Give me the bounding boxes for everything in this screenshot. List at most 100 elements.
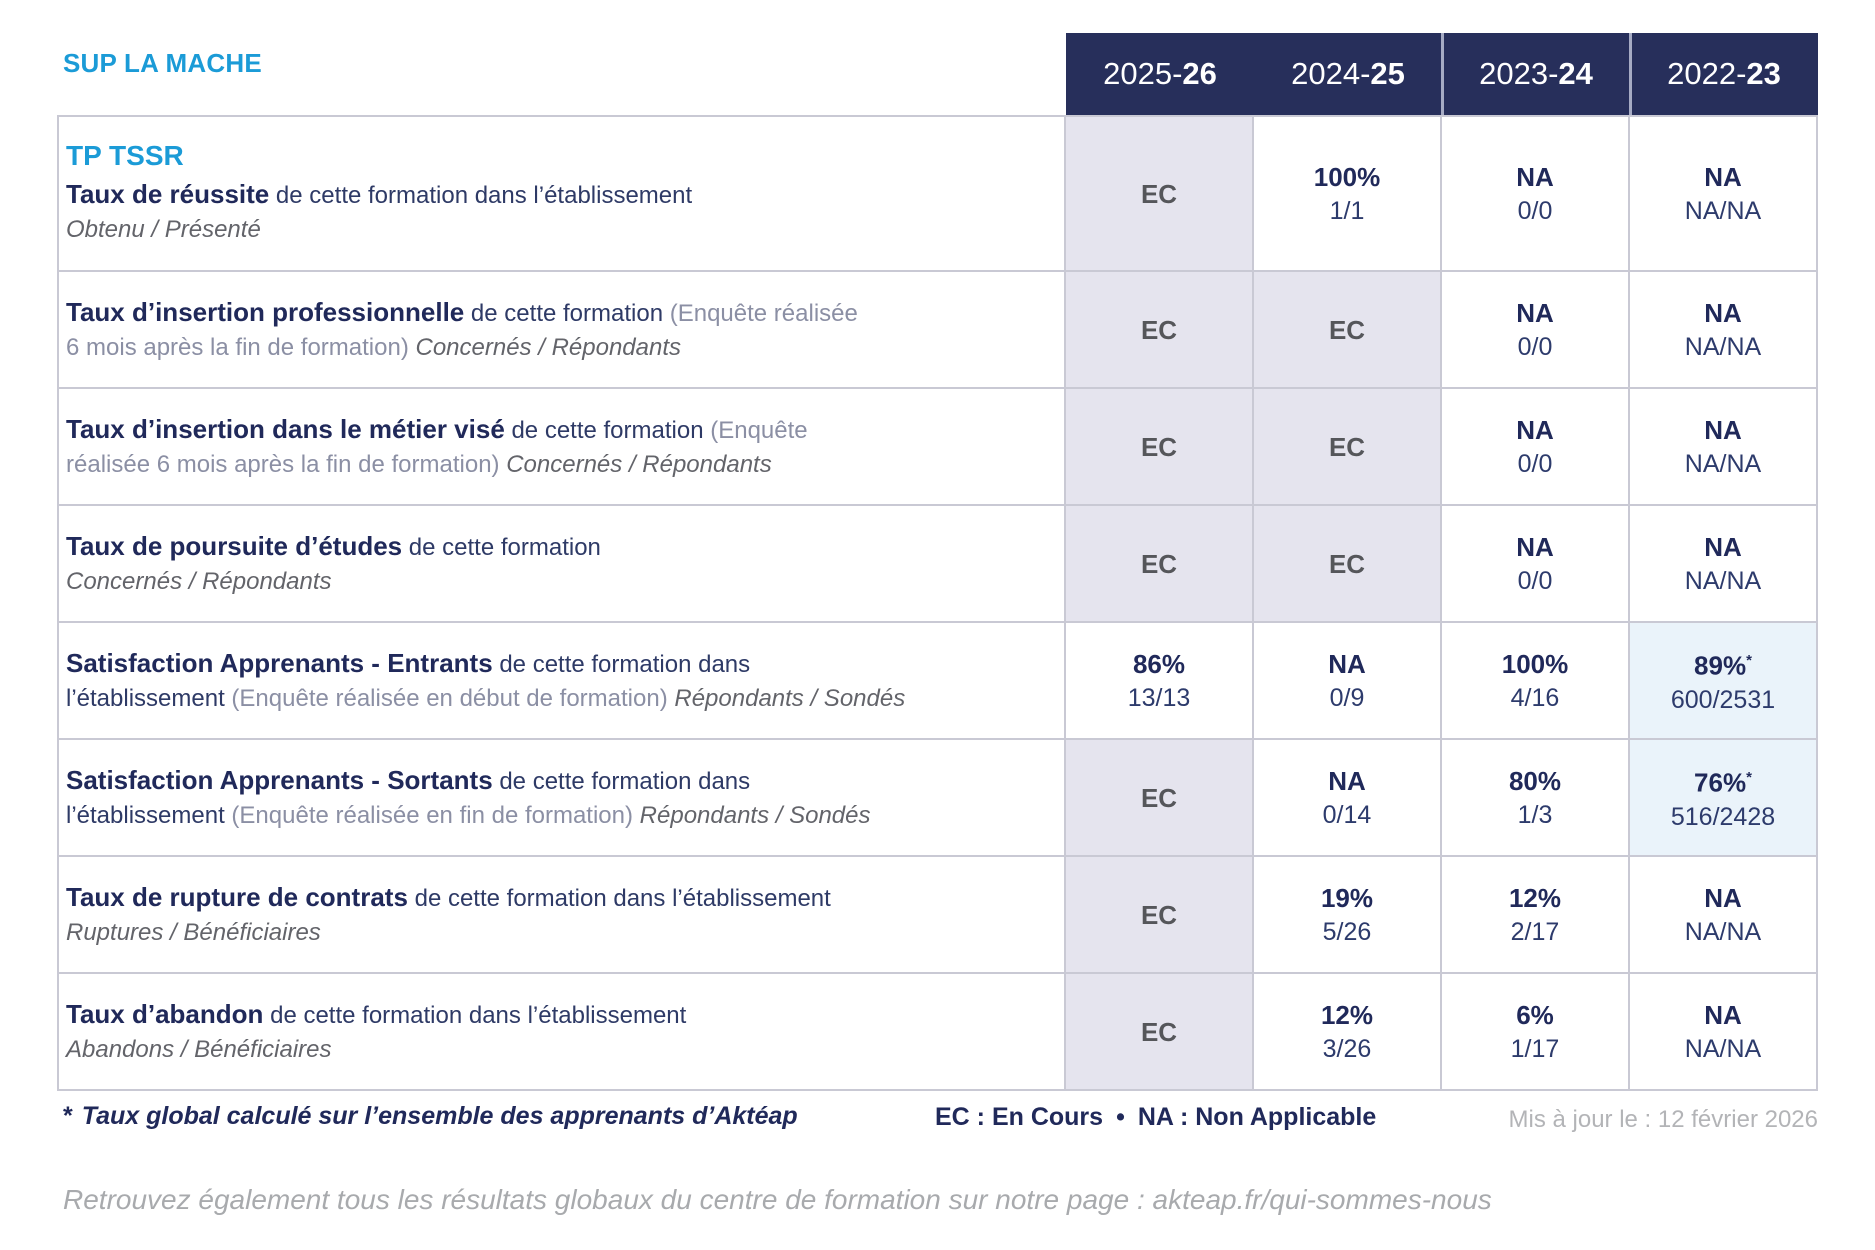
cell-satisfaction-sortants-2023-24: 80% 1/3: [1440, 738, 1628, 855]
cell-detail: 0/14: [1322, 800, 1372, 829]
footnote-text: Taux global calculé sur l’ensemble des a…: [81, 1102, 798, 1130]
cell-taux-poursuite-etudes-2022-23: NA NA/NA: [1628, 504, 1816, 621]
label-segment: Répondants / Sondés: [633, 801, 871, 829]
cell-value: EC: [1328, 431, 1366, 462]
year-column-2022-23: 2022- 23: [1630, 33, 1818, 115]
cell-satisfaction-entrants-2024-25: NA 0/9: [1252, 621, 1440, 738]
legend-na: NA : Non Applicable: [1137, 1103, 1377, 1131]
program-title: TP TSSR: [66, 140, 184, 171]
year-label-bold: 26: [1182, 56, 1217, 91]
year-label-bold: 24: [1558, 56, 1593, 91]
row-label-line: Obtenu / Présenté: [66, 213, 1004, 247]
cell-satisfaction-sortants-2022-23: 76%* 516/2428: [1628, 738, 1816, 855]
results-table: TP TSSR Taux de réussite de cette formati…: [57, 115, 1818, 1091]
cell-value: EC: [1140, 431, 1178, 462]
label-segment: (Enquête: [710, 416, 808, 444]
cell-value: NA: [1704, 161, 1742, 192]
cell-detail: NA/NA: [1684, 449, 1762, 478]
cell-detail: 0/0: [1517, 196, 1553, 225]
bottom-note: Retrouvez également tous les résultats g…: [63, 1184, 1492, 1216]
cell-value: NA: [1516, 414, 1554, 445]
cell-value: NA: [1516, 161, 1554, 192]
row-label-line: Taux de rupture de contrats de cette for…: [66, 880, 1004, 916]
cell-value: 100%: [1313, 161, 1381, 192]
cell-detail: NA/NA: [1684, 917, 1762, 946]
cell-taux-abandon-2025-26: EC: [1064, 972, 1252, 1089]
cell-taux-de-reussite-2023-24: NA 0/0: [1440, 117, 1628, 270]
row-label-satisfaction-sortants: Satisfaction Apprenants - Sortants de ce…: [59, 738, 1064, 855]
cell-taux-insertion-metier-vise-2022-23: NA NA/NA: [1628, 387, 1816, 504]
cell-value: NA: [1516, 531, 1554, 562]
cell-detail: 600/2531: [1670, 685, 1776, 714]
cell-value: 6%: [1516, 999, 1554, 1030]
row-label-taux-de-reussite: TP TSSR Taux de réussite de cette formati…: [59, 117, 1064, 270]
cell-taux-insertion-professionnelle-2022-23: NA NA/NA: [1628, 270, 1816, 387]
row-label-line: Taux d’abandon de cette formation dans l…: [66, 997, 1004, 1033]
website-link[interactable]: akteap.fr/qui-sommes-nous: [1152, 1184, 1492, 1215]
cell-value: EC: [1140, 314, 1178, 345]
cell-taux-rupture-contrats-2024-25: 19% 5/26: [1252, 855, 1440, 972]
cell-detail: 0/0: [1517, 566, 1553, 595]
label-segment: Concernés / Répondants: [499, 450, 772, 478]
year-label-bold: 23: [1746, 56, 1781, 91]
label-segment: de cette formation: [504, 416, 711, 444]
year-label: 2025-: [1103, 56, 1183, 91]
cell-taux-insertion-metier-vise-2024-25: EC: [1252, 387, 1440, 504]
cell-taux-rupture-contrats-2025-26: EC: [1064, 855, 1252, 972]
label-segment: de cette formation dans l’établissement: [269, 182, 693, 209]
cell-detail: NA/NA: [1684, 566, 1762, 595]
cell-detail: 0/9: [1329, 683, 1365, 712]
row-label-line: Abandons / Bénéficiaires: [66, 1033, 1004, 1067]
row-label-line: Taux d’insertion dans le métier visé de …: [66, 412, 1004, 448]
cell-detail: 13/13: [1127, 683, 1191, 712]
label-segment: Taux d’insertion dans le métier visé: [66, 413, 505, 444]
label-segment: (Enquête réalisée en fin de formation): [231, 801, 633, 829]
cell-value: NA: [1704, 882, 1742, 913]
label-segment: Satisfaction Apprenants - Sortants: [66, 764, 493, 795]
bullet-separator: •: [1116, 1103, 1125, 1131]
cell-value: NA: [1516, 297, 1554, 328]
label-segment: l’établissement: [66, 684, 232, 712]
cell-value: NA: [1704, 414, 1742, 445]
row-label-taux-insertion-metier-vise: Taux d’insertion dans le métier visé de …: [59, 387, 1064, 504]
cell-value: 86%: [1132, 648, 1186, 679]
row-label-line: réalisée 6 mois après la fin de formatio…: [66, 448, 1004, 482]
cell-taux-insertion-professionnelle-2024-25: EC: [1252, 270, 1440, 387]
cell-value: NA: [1328, 648, 1366, 679]
cell-value: 89%*: [1694, 650, 1752, 681]
label-segment: Taux d’insertion professionnelle: [66, 296, 465, 327]
last-updated: Mis à jour le : 12 février 2026: [1508, 1106, 1818, 1133]
legend-ec: EC : En Cours: [935, 1103, 1104, 1131]
cell-detail: 2/17: [1510, 917, 1560, 946]
label-segment: Abandons / Bénéficiaires: [66, 1035, 332, 1063]
bottom-note-text: Retrouvez également tous les résultats g…: [63, 1184, 1153, 1215]
cell-value: EC: [1328, 548, 1366, 579]
asterisk-marker: *: [63, 1102, 73, 1130]
cell-satisfaction-entrants-2023-24: 100% 4/16: [1440, 621, 1628, 738]
asterisk-marker: *: [1746, 652, 1752, 670]
row-label-taux-poursuite-etudes: Taux de poursuite d’études de cette form…: [59, 504, 1064, 621]
year-label-bold: 25: [1370, 56, 1405, 91]
cell-detail: 4/16: [1510, 683, 1560, 712]
cell-value: NA: [1704, 999, 1742, 1030]
label-segment: Taux de poursuite d’études: [66, 530, 403, 561]
legend: EC : En Cours • NA : Non Applicable: [935, 1103, 1376, 1132]
row-label-line: Taux de réussite de cette formation dans…: [66, 177, 1004, 213]
row-label-line: Taux de poursuite d’études de cette form…: [66, 529, 1004, 565]
year-label: 2024-: [1291, 56, 1371, 91]
cell-taux-poursuite-etudes-2023-24: NA 0/0: [1440, 504, 1628, 621]
label-segment: Taux d’abandon: [66, 998, 264, 1029]
label-segment: de cette formation: [402, 533, 601, 561]
cell-detail: 0/0: [1517, 332, 1553, 361]
cell-taux-de-reussite-2022-23: NA NA/NA: [1628, 117, 1816, 270]
cell-detail: 516/2428: [1670, 802, 1776, 831]
label-segment: Concernés / Répondants: [408, 333, 681, 361]
row-label-line: Taux d’insertion professionnelle de cett…: [66, 295, 1004, 331]
row-label-satisfaction-entrants: Satisfaction Apprenants - Entrants de ce…: [59, 621, 1064, 738]
cell-taux-abandon-2024-25: 12% 3/26: [1252, 972, 1440, 1089]
label-segment: réalisée 6 mois après la fin de formatio…: [66, 450, 500, 478]
cell-detail: 1/3: [1517, 800, 1553, 829]
row-label-taux-insertion-professionnelle: Taux d’insertion professionnelle de cett…: [59, 270, 1064, 387]
cell-value: EC: [1140, 1016, 1178, 1047]
year-label: 2023-: [1479, 56, 1559, 91]
